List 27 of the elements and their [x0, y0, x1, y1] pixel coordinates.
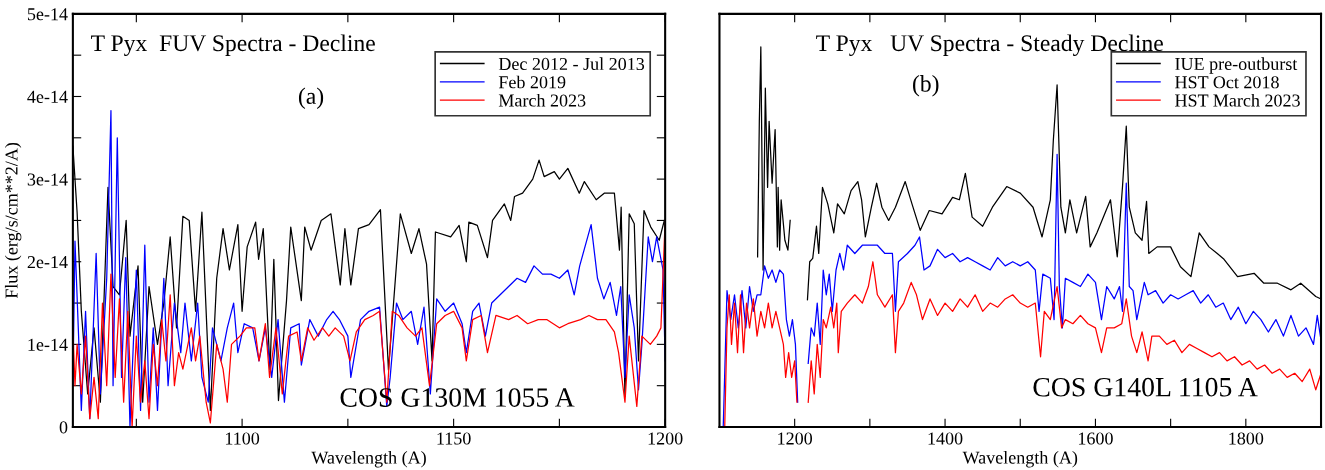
legend-label: HST March 2023: [1175, 93, 1300, 107]
legend-label: Dec 2012 - Jul 2013: [498, 57, 645, 71]
legend-label: HST Oct 2018: [1175, 76, 1279, 89]
annotation: (a): [298, 87, 324, 109]
x-axis-title: Wavelength (A): [311, 451, 426, 468]
text: T Pyx UV Spectra - Steady Decline: [816, 34, 1163, 56]
annotation: (b): [913, 75, 939, 97]
y-tick-label: 1e-14: [28, 338, 68, 351]
x-tick-label: 1800: [1229, 432, 1264, 445]
legend-label: Feb 2019: [498, 75, 566, 89]
x-tick-label: 1100: [225, 432, 260, 445]
y-axis-title: Flux (erg/s/cm**2/A): [4, 142, 22, 299]
x-tick-label: 1200: [648, 432, 683, 445]
y-tick-label: 2e-14: [27, 256, 68, 269]
x-tick-label: 1600: [1078, 432, 1113, 445]
annotation: COS G140L 1105 A: [1033, 377, 1258, 397]
x-axis-title: Wavelength (A): [962, 451, 1078, 468]
y-tick-label: 5e-14: [27, 8, 68, 21]
x-tick-label: 1400: [928, 432, 963, 445]
y-tick-label: 0: [59, 421, 68, 434]
y-tick-label: 3e-14: [27, 173, 68, 186]
x-tick-label: 1200: [778, 432, 813, 445]
y-tick-label: 4e-14: [27, 90, 68, 103]
legend-label: IUE pre-outburst: [1175, 57, 1298, 74]
text: T Pyx FUV Spectra - Decline: [91, 34, 375, 56]
x-tick-label: 1150: [437, 432, 471, 445]
legend-label: March 2023: [498, 93, 586, 107]
